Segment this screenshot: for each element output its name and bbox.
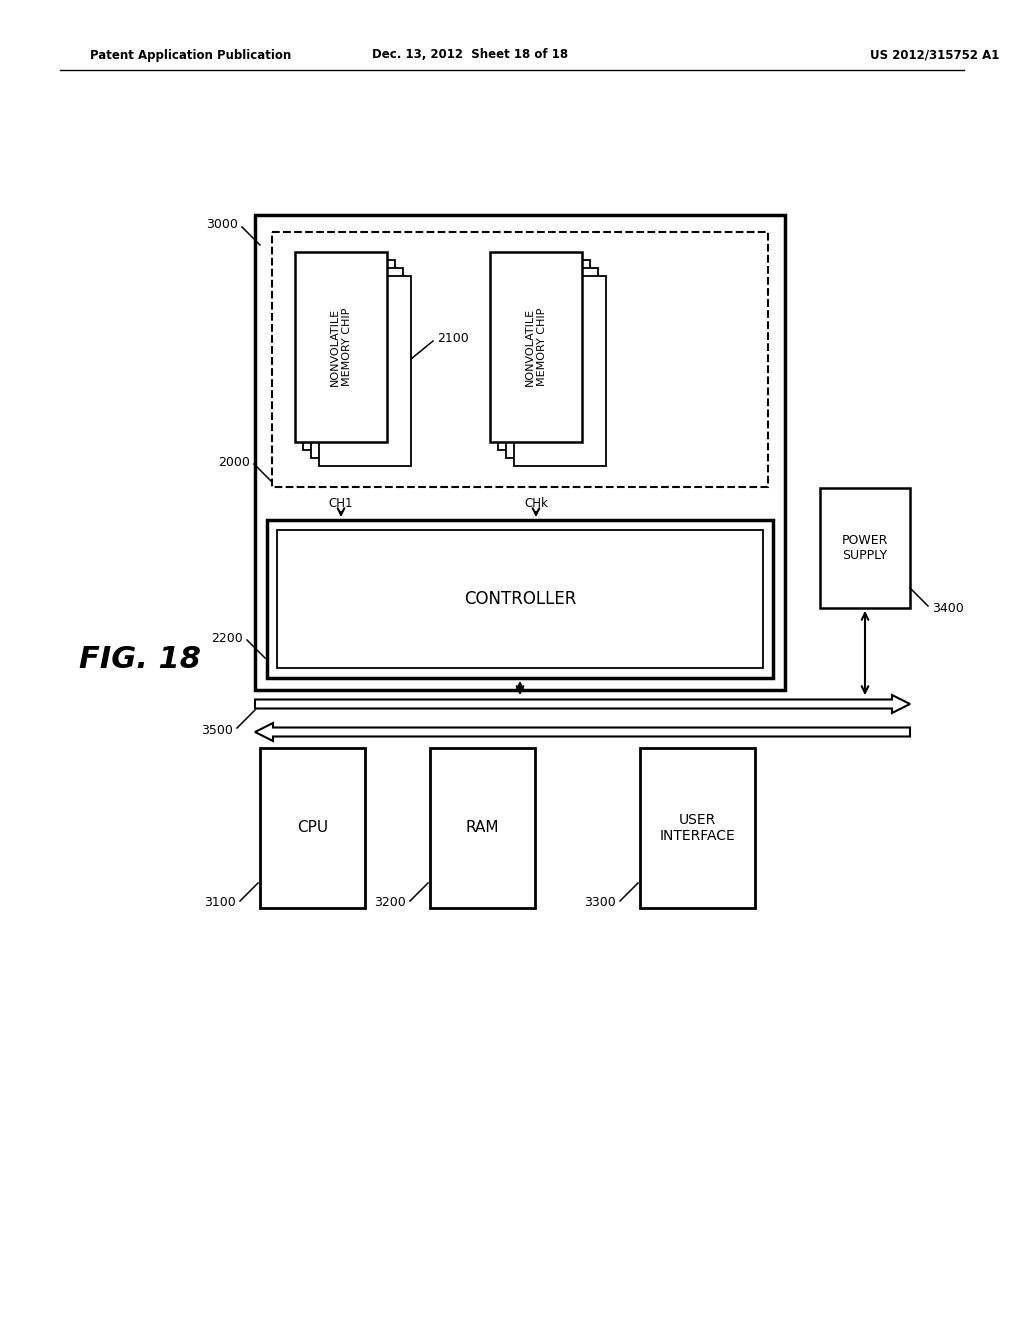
- Bar: [255, 215, 785, 690]
- Text: CHk: CHk: [524, 498, 548, 510]
- Bar: [820, 488, 910, 609]
- Text: 3100: 3100: [204, 896, 236, 909]
- Text: NONVOLATILE
MEMORY CHIP: NONVOLATILE MEMORY CHIP: [330, 308, 352, 387]
- Text: USER
INTERFACE: USER INTERFACE: [659, 813, 735, 843]
- Text: 2200: 2200: [211, 631, 243, 644]
- Bar: [267, 520, 773, 678]
- Polygon shape: [255, 723, 910, 741]
- Text: 2000: 2000: [218, 455, 250, 469]
- Bar: [319, 276, 411, 466]
- Text: CONTROLLER: CONTROLLER: [464, 590, 577, 609]
- Text: 3000: 3000: [206, 219, 238, 231]
- Text: CH1: CH1: [329, 498, 353, 510]
- Bar: [260, 748, 365, 908]
- Bar: [506, 268, 598, 458]
- Text: 3300: 3300: [585, 896, 616, 909]
- Text: CPU: CPU: [297, 821, 328, 836]
- Text: POWER
SUPPLY: POWER SUPPLY: [842, 535, 888, 562]
- Bar: [295, 252, 387, 442]
- Text: FIG. 18: FIG. 18: [79, 645, 201, 675]
- Bar: [490, 252, 582, 442]
- Bar: [311, 268, 403, 458]
- Bar: [640, 748, 755, 908]
- Bar: [303, 260, 395, 450]
- Text: Dec. 13, 2012  Sheet 18 of 18: Dec. 13, 2012 Sheet 18 of 18: [372, 49, 568, 62]
- Bar: [430, 748, 535, 908]
- Text: • • •: • • •: [513, 350, 557, 368]
- Text: 3200: 3200: [374, 896, 406, 909]
- Text: 3500: 3500: [201, 723, 233, 737]
- Text: RAM: RAM: [466, 821, 500, 836]
- Bar: [514, 276, 606, 466]
- Text: US 2012/315752 A1: US 2012/315752 A1: [870, 49, 999, 62]
- Bar: [278, 531, 763, 668]
- Text: NONVOLATILE
MEMORY CHIP: NONVOLATILE MEMORY CHIP: [525, 308, 547, 387]
- Bar: [498, 260, 590, 450]
- Text: 3400: 3400: [932, 602, 964, 615]
- Text: 2100: 2100: [437, 333, 469, 346]
- Polygon shape: [255, 696, 910, 713]
- Text: Patent Application Publication: Patent Application Publication: [90, 49, 291, 62]
- Bar: [272, 232, 768, 487]
